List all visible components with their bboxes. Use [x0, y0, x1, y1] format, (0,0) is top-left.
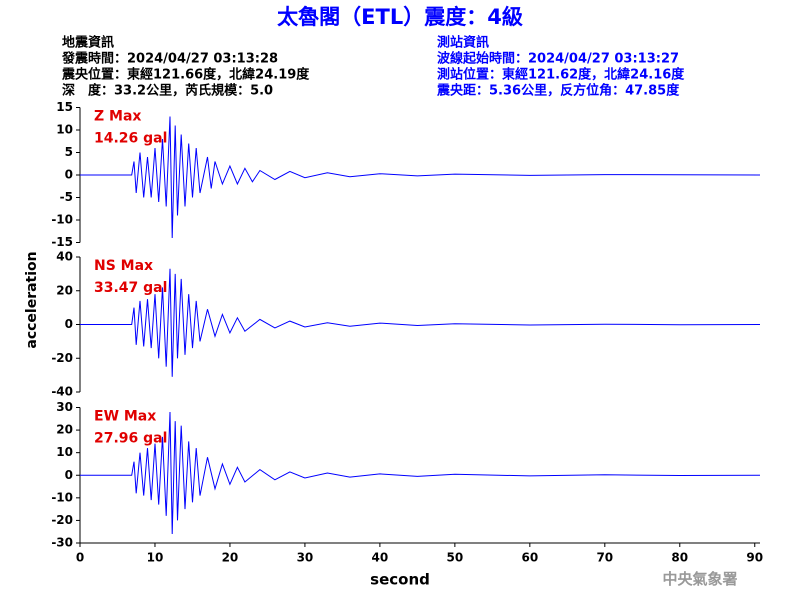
x-tick-label: 80	[671, 551, 688, 565]
y-tick-label: -10	[51, 490, 73, 504]
x-tick-label: 70	[596, 551, 613, 565]
station-info: 震央距：5.36公里，反方位角：47.85度	[436, 83, 680, 99]
y-tick-label: 0	[65, 317, 73, 331]
x-tick-label: 30	[297, 551, 314, 565]
x-tick-label: 10	[147, 551, 164, 565]
max-value: 27.96 gal	[94, 431, 167, 447]
y-tick-label: 0	[65, 468, 73, 482]
y-tick-label: 10	[56, 445, 73, 459]
max-value: 33.47 gal	[94, 280, 167, 296]
y-tick-label: 40	[56, 250, 73, 264]
chart-title: 太魯閣（ETL）震度：4級	[277, 5, 523, 29]
x-tick-label: 40	[372, 551, 389, 565]
station-info: 測站位置：東經121.62度，北緯24.16度	[437, 67, 685, 83]
y-tick-label: 20	[56, 283, 73, 297]
footer: 中央氣象署	[662, 570, 737, 588]
x-tick-label: 60	[521, 551, 538, 565]
y-axis-label: acceleration	[24, 251, 40, 348]
waveform	[80, 411, 761, 535]
x-tick-label: 0	[76, 551, 84, 565]
y-tick-label: 30	[56, 400, 73, 414]
event-info: 地震資訊	[62, 35, 114, 51]
y-tick-label: -40	[51, 385, 73, 399]
x-tick-label: 20	[222, 551, 239, 565]
x-axis-label: second	[370, 571, 430, 589]
y-tick-label: -30	[51, 536, 73, 550]
waveform	[80, 268, 761, 377]
y-tick-label: -20	[51, 513, 73, 527]
y-tick-label: -20	[51, 351, 73, 365]
y-tick-label: -5	[60, 190, 73, 204]
waveform	[80, 116, 761, 239]
x-tick-label: 90	[746, 551, 763, 565]
y-tick-label: 5	[65, 145, 73, 159]
y-tick-label: 20	[56, 423, 73, 437]
station-info: 波線起始時間：2024/04/27 03:13:27	[437, 51, 679, 67]
max-value: 14.26 gal	[94, 131, 167, 147]
x-tick-label: 50	[447, 551, 464, 565]
y-tick-label: 0	[65, 168, 73, 182]
y-tick-label: -15	[51, 235, 73, 249]
y-tick-label: 15	[56, 100, 73, 114]
event-info: 深 度：33.2公里，芮氏規模：5.0	[62, 83, 273, 99]
station-info: 測站資訊	[437, 35, 489, 51]
event-info: 發震時間：2024/04/27 03:13:28	[61, 51, 278, 67]
event-info: 震央位置：東經121.66度，北緯24.19度	[61, 67, 310, 83]
y-tick-label: 10	[56, 123, 73, 137]
max-label: NS Max	[94, 258, 153, 274]
max-label: Z Max	[94, 109, 141, 125]
max-label: EW Max	[94, 409, 156, 425]
y-tick-label: -10	[51, 213, 73, 227]
